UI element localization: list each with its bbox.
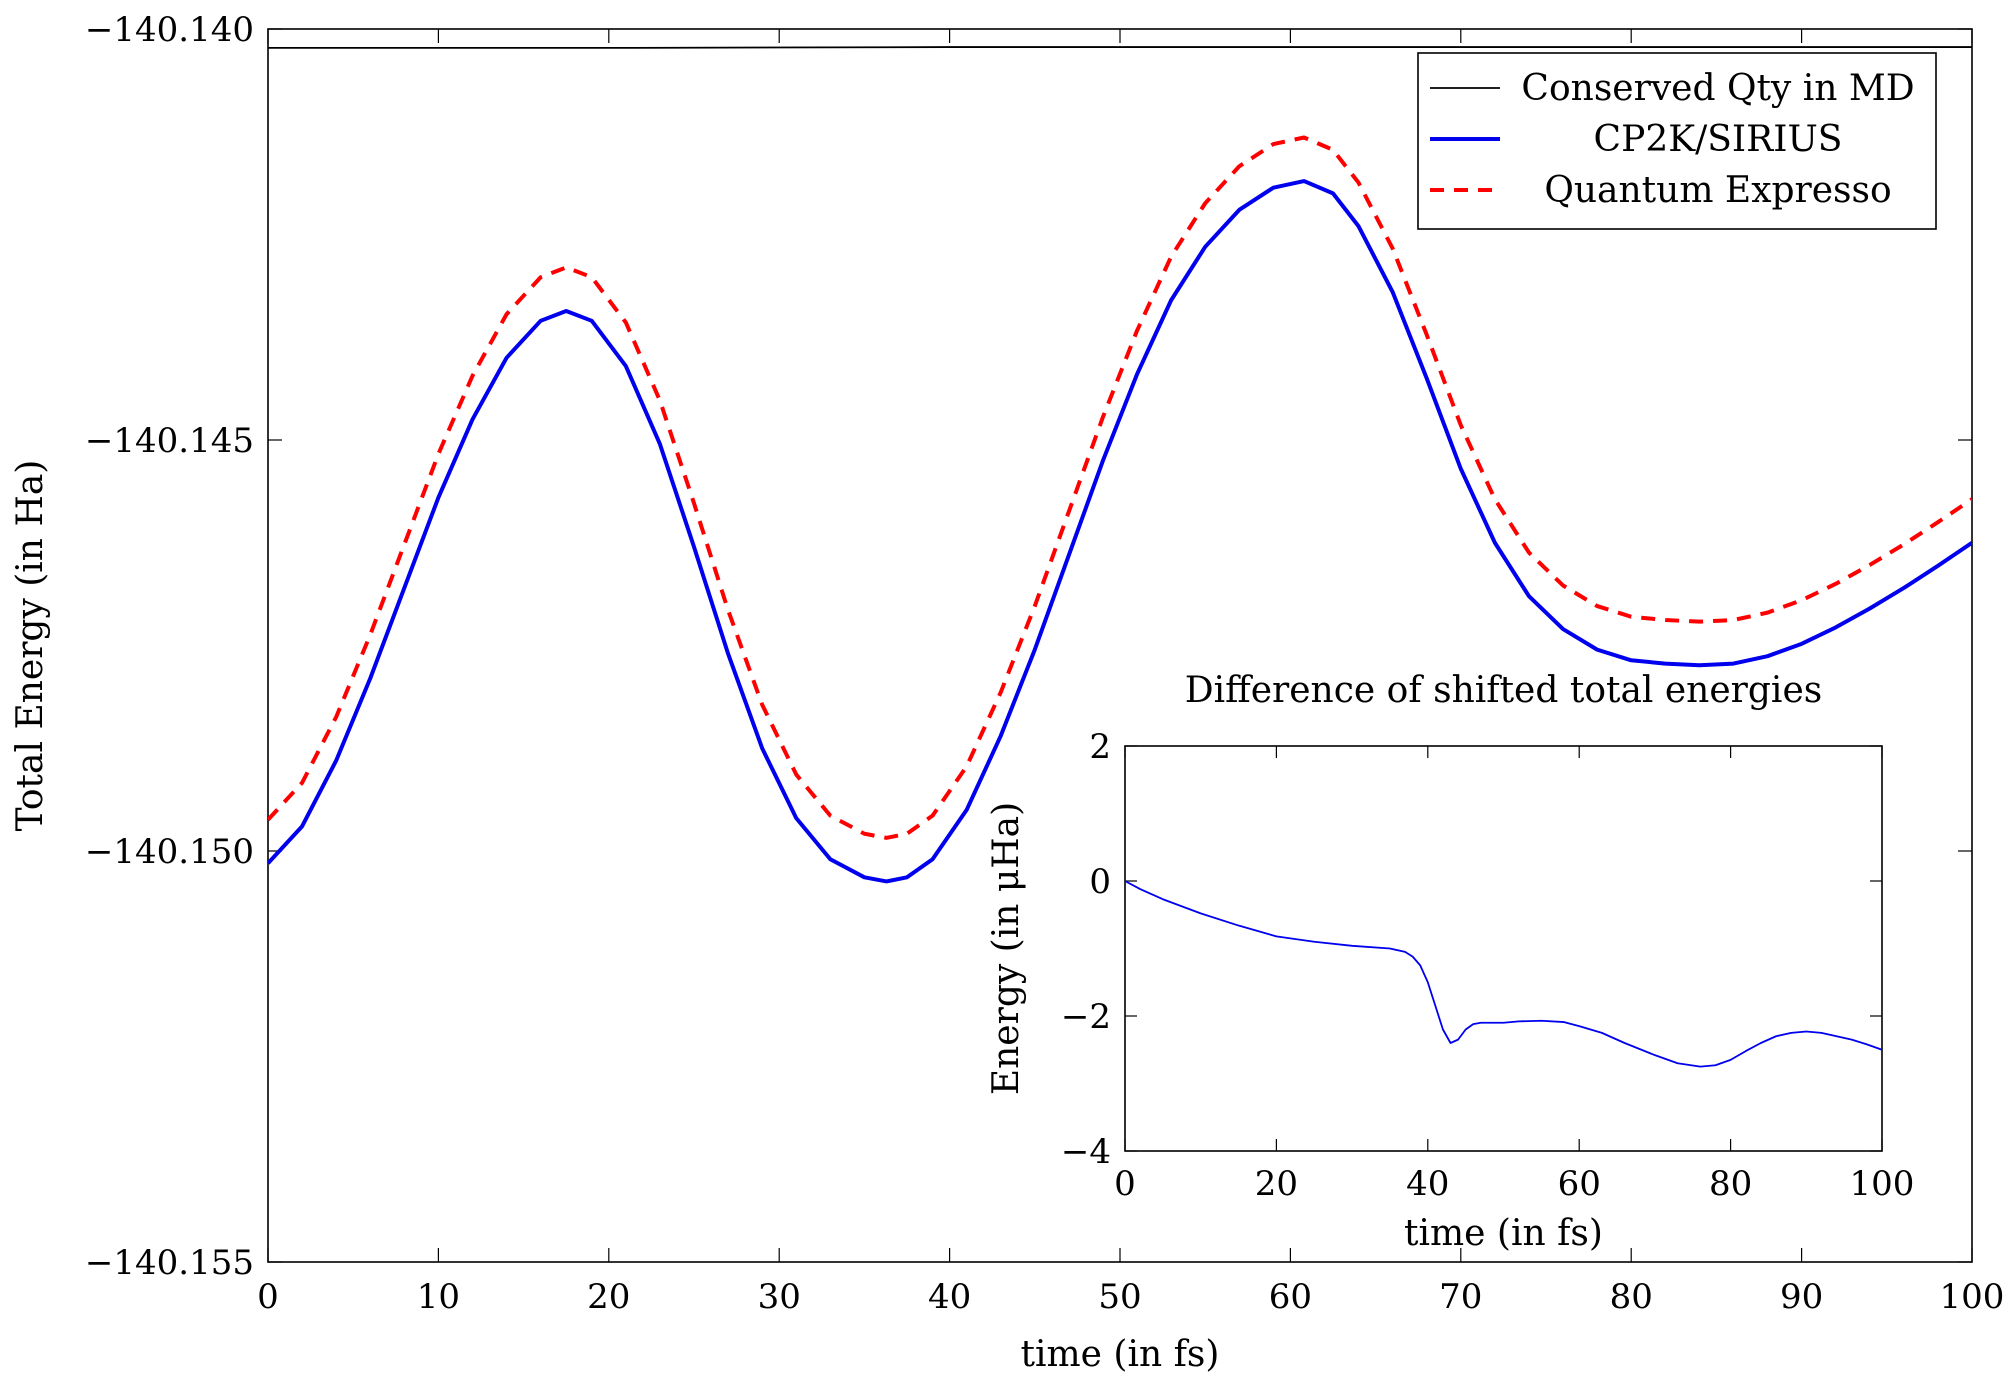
inset-x-tick-label: 80 xyxy=(1709,1164,1752,1204)
inset-y-tick-label: −4 xyxy=(1061,1132,1111,1172)
main-x-tick-label: 60 xyxy=(1269,1277,1312,1317)
main-x-axis-label: time (in fs) xyxy=(1021,1334,1220,1375)
inset-plot: 0 20 40 60 80 100 −4 −2 0 2 time (in fs) Energy (in… xyxy=(986,670,1914,1254)
inset-x-tick-label: 60 xyxy=(1558,1164,1601,1204)
main-y-tick-label: −140.140 xyxy=(85,10,254,50)
main-x-tick-label: 30 xyxy=(758,1277,801,1317)
main-y-tick-label: −140.145 xyxy=(85,421,254,461)
main-series-line-quantum-expresso xyxy=(268,135,1972,840)
main-x-tick-label: 80 xyxy=(1610,1277,1653,1317)
inset-x-tick-label: 20 xyxy=(1255,1164,1298,1204)
inset-x-tick-label: 40 xyxy=(1406,1164,1449,1204)
main-x-tick-label: 40 xyxy=(928,1277,971,1317)
inset-plot-frame xyxy=(1124,745,1883,1152)
inset-title: Difference of shifted total energies xyxy=(1185,670,1822,711)
main-x-tick-label: 70 xyxy=(1439,1277,1482,1317)
legend-entry-label: CP2K/SIRIUS xyxy=(1594,119,1843,160)
main-y-axis-label: Total Energy (in Ha) xyxy=(10,460,51,832)
inset-y-tick-label: 2 xyxy=(1089,727,1111,767)
main-x-tick-label: 90 xyxy=(1780,1277,1823,1317)
inset-series-line-difference xyxy=(1125,880,1882,1068)
inset-x-tick-label: 0 xyxy=(1114,1164,1136,1204)
main-x-tick-label: 100 xyxy=(1940,1277,2005,1317)
main-x-tick-label: 10 xyxy=(417,1277,460,1317)
main-x-tick-label: 50 xyxy=(1098,1277,1141,1317)
inset-y-axis-label: Energy (in μHa) xyxy=(986,802,1027,1095)
main-series-line-conserved-qty-in-md xyxy=(268,46,1972,49)
main-x-tick-label: 20 xyxy=(587,1277,630,1317)
main-y-tick-label: −140.155 xyxy=(85,1243,254,1283)
inset-y-tick-label: 0 xyxy=(1089,862,1111,902)
inset-y-tick-label: −2 xyxy=(1061,997,1111,1037)
legend-entry-label: Quantum Expresso xyxy=(1544,170,1891,211)
main-legend: Conserved Qty in MD CP2K/SIRIUS Quantum Ex… xyxy=(1417,52,1937,230)
legend-entry-label: Conserved Qty in MD xyxy=(1521,68,1914,109)
main-y-tick-label: −140.150 xyxy=(85,832,254,872)
legend-box xyxy=(1417,52,1937,230)
main-series-line-cp2k-sirius xyxy=(268,179,1972,884)
inset-x-tick-label: 100 xyxy=(1850,1164,1915,1204)
main-x-tick-label: 0 xyxy=(257,1277,279,1317)
inset-x-axis-label: time (in fs) xyxy=(1404,1213,1603,1254)
